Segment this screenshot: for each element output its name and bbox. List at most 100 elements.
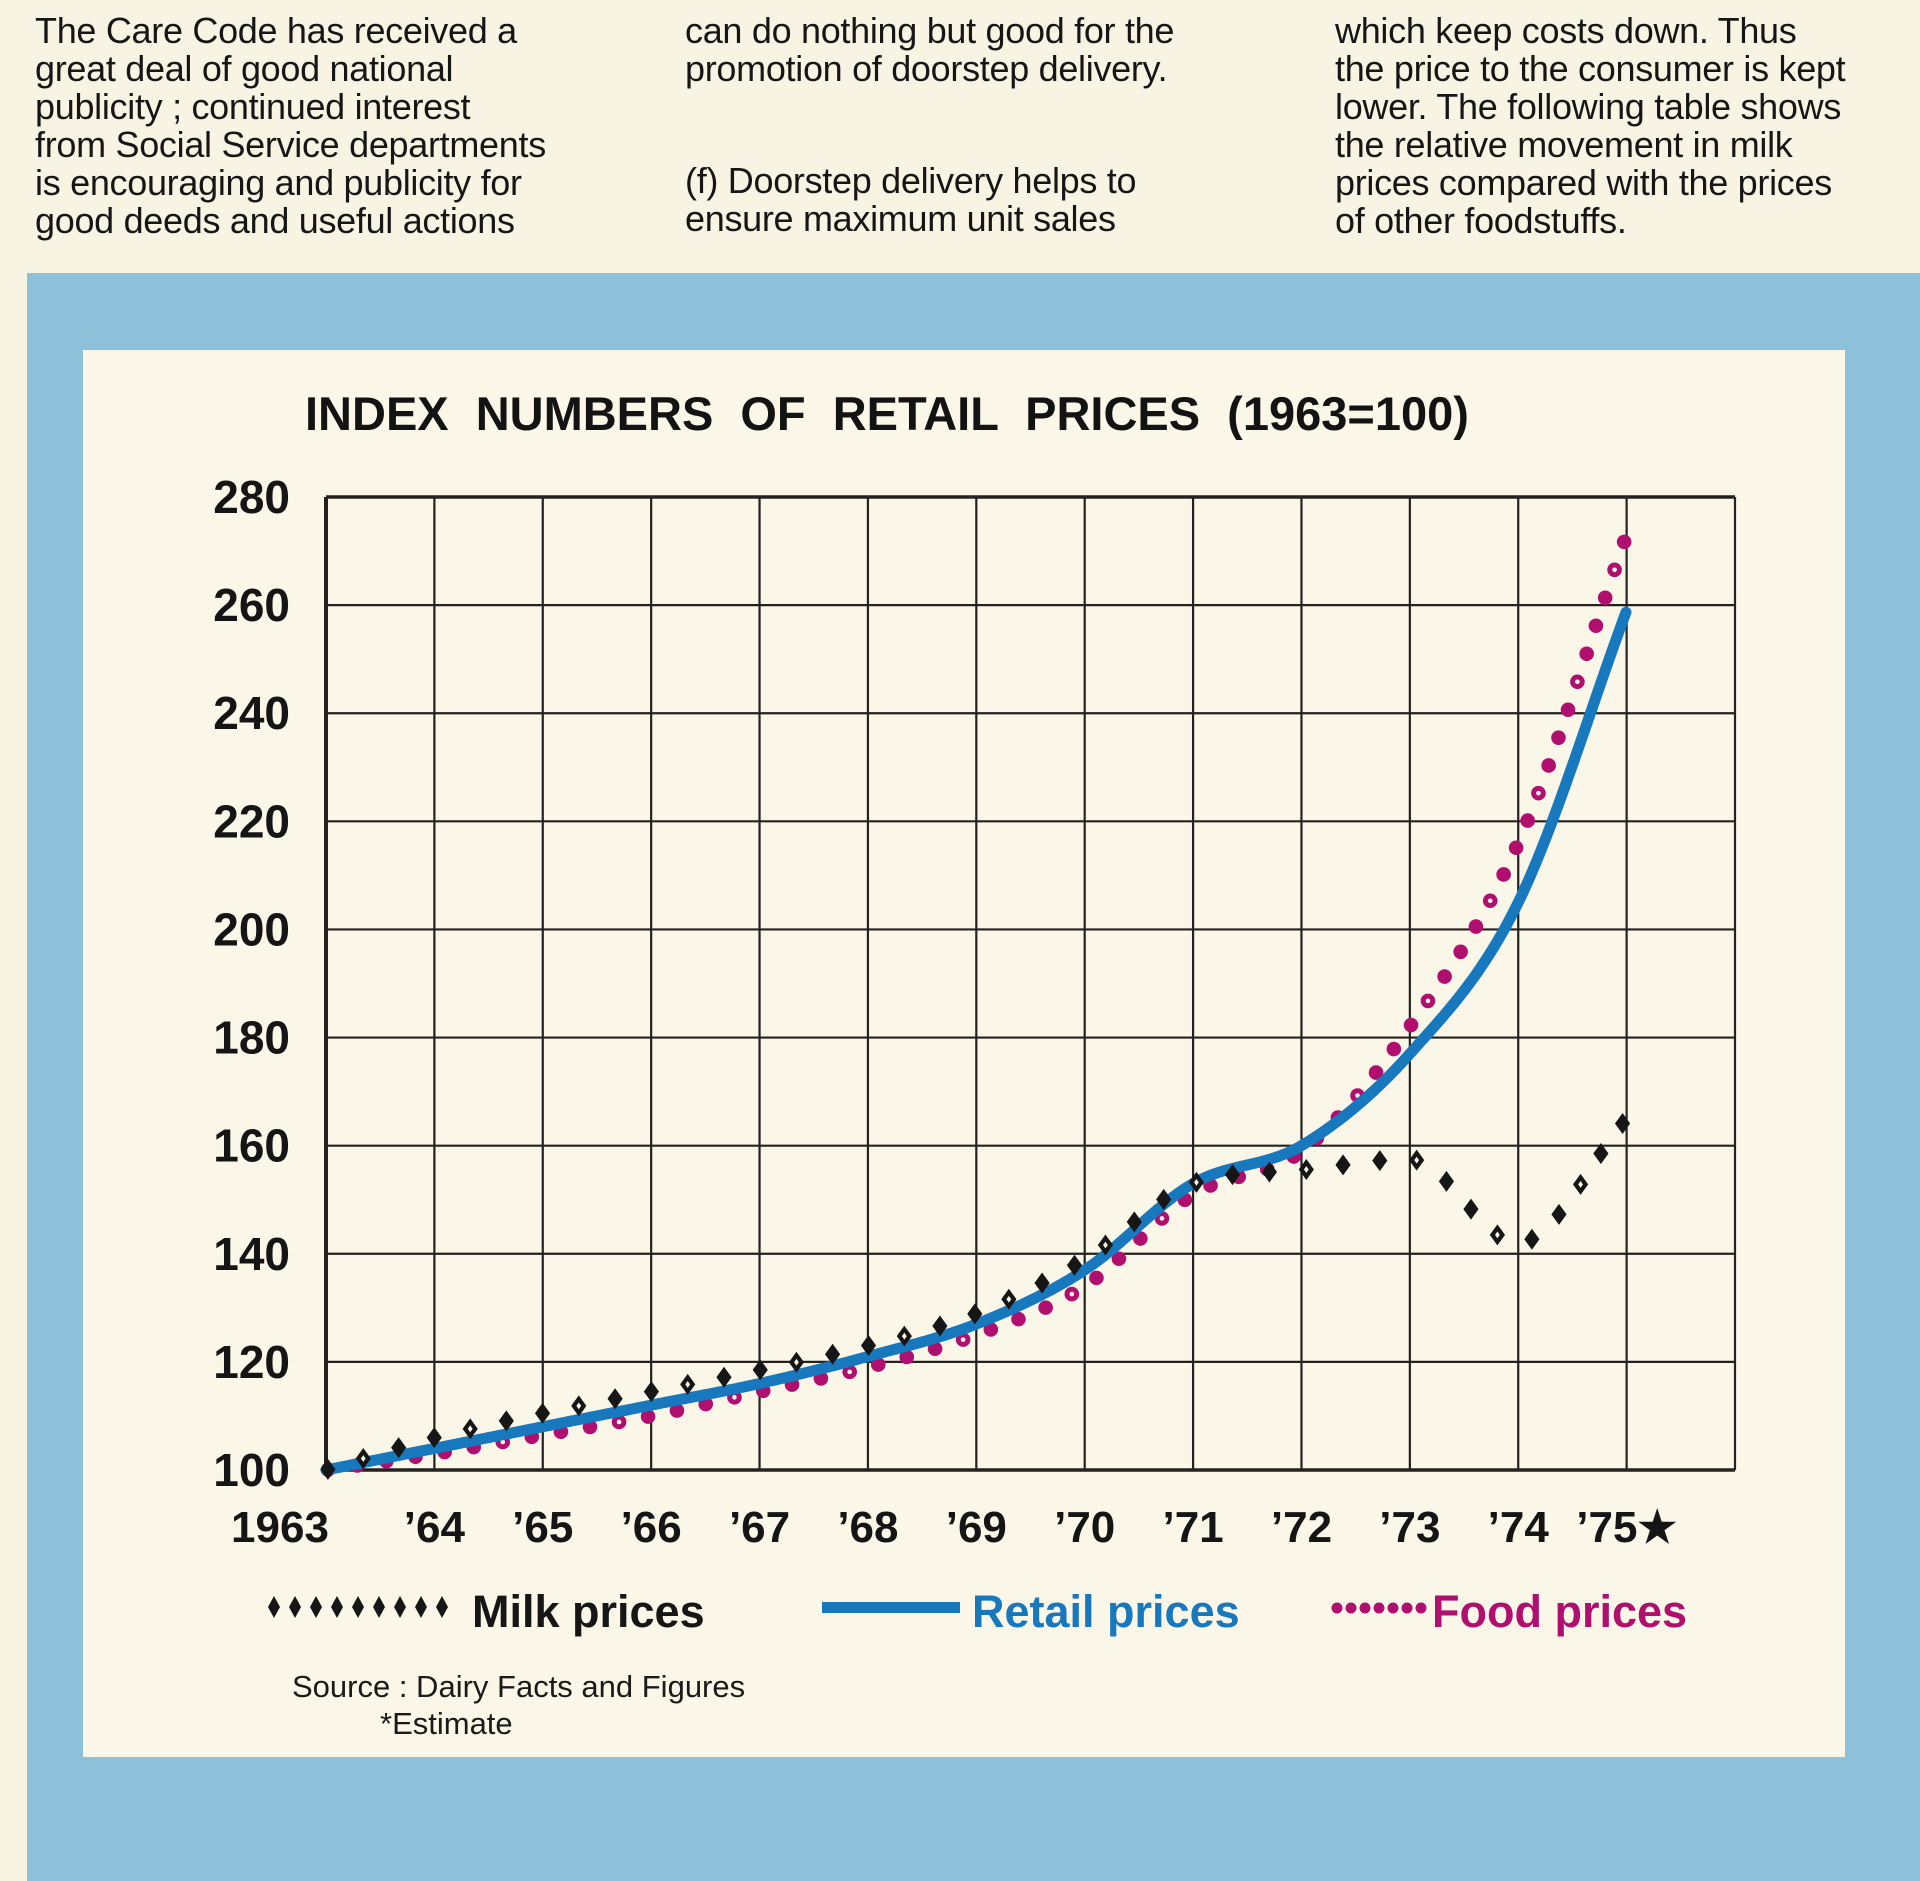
food-prices-dot-center (1612, 567, 1617, 573)
y-axis-tick-label: 120 (213, 1336, 290, 1388)
food-prices-dot (1551, 730, 1566, 745)
text-line: from Social Service departments (35, 124, 546, 165)
y-axis-tick-label: 160 (213, 1120, 290, 1172)
text-line: the relative movement in milk (1335, 124, 1793, 165)
food-prices-dot (669, 1403, 685, 1418)
food-prices-dot (1468, 919, 1484, 934)
milk-prices-diamond (643, 1381, 659, 1403)
milk-prices-diamond (1224, 1164, 1241, 1186)
milk-prices-diamond-center (467, 1425, 473, 1433)
food-prices-dot (1579, 646, 1594, 662)
text-column-1: The Care Code has received a great deal o… (35, 12, 635, 240)
food-prices-dot (1386, 1041, 1402, 1057)
food-prices-dot (1038, 1300, 1053, 1315)
chart-title: INDEX NUMBERS OF RETAIL PRICES (1963=100… (305, 387, 1469, 440)
text-line: can do nothing but good for the (685, 10, 1175, 51)
milk-prices-diamond (1614, 1112, 1631, 1134)
text-column-3: which keep costs down. Thus the price to … (1335, 12, 1920, 240)
milk-prices-diamond-center (1103, 1241, 1108, 1249)
retail-legend-label: Retail prices (972, 1586, 1240, 1637)
food-prices-dot (1508, 840, 1524, 856)
milk-prices-diamond (607, 1388, 623, 1410)
text-line: which keep costs down. Thus (1335, 10, 1797, 51)
milk-prices-diamond (1066, 1254, 1083, 1276)
text-line: publicity ; continued interest (35, 86, 471, 127)
milk-prices-diamond (1438, 1170, 1455, 1192)
food-prices-dot-center (1575, 679, 1580, 685)
text-line: lower. The following table shows (1335, 86, 1842, 127)
milk-prices-diamond-center (794, 1358, 799, 1366)
food-prices-dot (1588, 618, 1604, 634)
milk-prices-diamond-center (1006, 1295, 1012, 1303)
food-prices-dot-center (1536, 790, 1541, 796)
food-prices-dot-center (1487, 898, 1493, 904)
x-axis-tick-label: ’74 (1488, 1503, 1550, 1552)
milk-prices-diamond-center (685, 1381, 691, 1388)
milk-prices-diamond-center (901, 1332, 907, 1340)
milk-prices-diamond-center (576, 1402, 582, 1410)
milk-prices-diamond (1261, 1161, 1278, 1183)
milk-legend-label: Milk prices (472, 1586, 705, 1637)
food-legend-marker (1331, 1602, 1427, 1614)
food-prices-dot-center (732, 1395, 737, 1400)
food-prices-dot (1089, 1270, 1104, 1286)
text-line: (f) Doorstep delivery helps to (685, 160, 1137, 201)
x-axis-tick-label: ’69 (946, 1503, 1007, 1552)
x-axis-tick-label: ’66 (621, 1503, 682, 1552)
milk-prices-diamond-center (360, 1455, 366, 1462)
x-axis-tick-label: ’67 (729, 1503, 790, 1552)
milk-prices-diamond (1463, 1198, 1479, 1220)
chart-source-note: Source : Dairy Facts and Figures *Estima… (292, 1668, 745, 1742)
y-axis-tick-label: 280 (213, 471, 290, 523)
milk-prices-diamond (1126, 1211, 1142, 1233)
food-prices-dot (983, 1322, 999, 1337)
milk-prices-diamond (967, 1303, 983, 1325)
food-prices-dot (1403, 1017, 1419, 1033)
y-axis-tick-label: 180 (213, 1012, 290, 1064)
x-axis-tick-label: ’72 (1271, 1503, 1332, 1552)
food-prices-dot-center (1355, 1093, 1360, 1098)
milk-legend-marker (268, 1596, 448, 1618)
food-prices-dot-center (1069, 1291, 1075, 1297)
text-line: ensure maximum unit sales (685, 198, 1116, 239)
food-prices-dot (1597, 590, 1613, 606)
text-column-2: can do nothing but good for the promotion… (685, 12, 1245, 238)
y-axis-tick-label: 240 (213, 687, 290, 739)
food-prices-dot-center (1159, 1216, 1165, 1221)
estimate-footnote: *Estimate (380, 1706, 513, 1741)
milk-prices-diamond (1034, 1272, 1050, 1294)
food-prices-dot (640, 1409, 656, 1424)
x-axis-tick-label: ’71 (1162, 1503, 1223, 1552)
x-axis-tick-label: ’73 (1379, 1503, 1440, 1552)
milk-prices-diamond (391, 1437, 407, 1459)
retail-prices-line (320, 606, 1632, 1476)
food-prices-dot (1541, 758, 1556, 773)
milk-prices-diamond-center (1495, 1231, 1500, 1239)
food-prices-dot (899, 1349, 915, 1365)
food-prices-dot-center (616, 1419, 622, 1425)
food-prices-dot (1453, 944, 1468, 960)
text-line: the price to the consumer is kept (1335, 48, 1846, 89)
retail-legend-marker (822, 1602, 960, 1613)
food-prices-dot (1520, 813, 1535, 828)
food-prices-dot (927, 1341, 943, 1357)
milk-prices-diamond (824, 1343, 841, 1365)
food-prices-dot (1560, 702, 1576, 718)
food-legend-label: Food prices (1432, 1586, 1688, 1637)
milk-prices-diamond-center (1303, 1166, 1309, 1173)
milk-prices-diamond (716, 1366, 732, 1388)
food-prices-dot-center (500, 1439, 506, 1445)
food-prices-dot (1011, 1311, 1026, 1327)
milk-prices-diamond (1524, 1228, 1540, 1250)
milk-prices-diamond (534, 1402, 551, 1424)
x-axis-tick-label: ’68 (837, 1503, 898, 1552)
milk-prices-diamond (320, 1458, 336, 1480)
source-line: Source : Dairy Facts and Figures (292, 1669, 746, 1704)
text-line: great deal of good national (35, 48, 454, 89)
food-prices-dot (1437, 969, 1452, 984)
milk-prices-diamond (1372, 1150, 1388, 1172)
y-axis-tick-label: 140 (213, 1228, 290, 1280)
milk-prices-diamond-center (1194, 1178, 1199, 1186)
